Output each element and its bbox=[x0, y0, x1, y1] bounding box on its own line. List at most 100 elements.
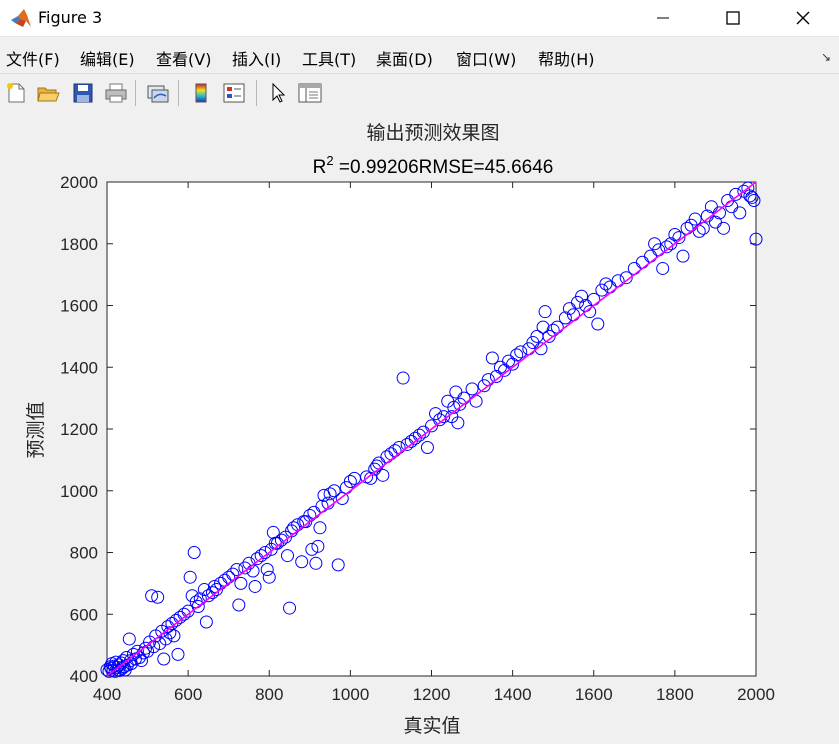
y-tick-label: 400 bbox=[70, 667, 98, 686]
data-point bbox=[672, 231, 686, 245]
data-point bbox=[729, 187, 743, 201]
y-tick-label: 1400 bbox=[60, 358, 98, 377]
pointer-arrow-icon bbox=[272, 82, 286, 103]
data-point bbox=[165, 617, 179, 631]
data-point bbox=[498, 363, 512, 377]
data-point bbox=[183, 570, 197, 584]
data-point bbox=[717, 221, 731, 235]
data-point bbox=[134, 654, 148, 668]
data-point bbox=[295, 555, 309, 569]
data-point bbox=[400, 437, 414, 451]
data-point bbox=[327, 484, 341, 498]
data-point bbox=[230, 562, 244, 576]
data-point bbox=[250, 552, 264, 566]
menu-insert[interactable]: 插入(I) bbox=[232, 50, 282, 69]
printer-icon bbox=[105, 83, 127, 103]
data-point bbox=[254, 549, 268, 563]
window-titlebar: Figure 3 bbox=[0, 0, 839, 37]
data-point bbox=[485, 351, 499, 365]
data-point bbox=[668, 227, 682, 241]
x-axis-label: 真实值 bbox=[403, 715, 460, 737]
property-inspector-button[interactable] bbox=[297, 80, 323, 106]
data-point bbox=[412, 428, 426, 442]
folder-open-icon bbox=[37, 87, 60, 102]
data-point bbox=[157, 652, 171, 666]
y-tick-label: 1800 bbox=[60, 235, 98, 254]
data-point bbox=[161, 620, 175, 634]
data-point bbox=[260, 562, 274, 576]
menu-bar: 文件(F) 编辑(E) 查看(V) 插入(I) 工具(T) 桌面(D) 窗口(W… bbox=[0, 38, 839, 72]
data-point bbox=[376, 468, 390, 482]
menu-tools[interactable]: 工具(T) bbox=[302, 50, 357, 69]
minimize-icon bbox=[657, 17, 669, 19]
edit-plot-button[interactable] bbox=[265, 80, 291, 106]
data-point bbox=[591, 317, 605, 331]
data-point bbox=[506, 357, 520, 371]
data-point bbox=[408, 431, 422, 445]
data-point bbox=[173, 610, 187, 624]
x-tick-label: 1200 bbox=[413, 685, 451, 704]
data-point bbox=[283, 601, 297, 615]
scatter-chart: 输出预测效果图 R2 =0.99206RMSE=45.6646 400 600 80… bbox=[25, 122, 775, 737]
data-point bbox=[270, 536, 284, 550]
data-point bbox=[493, 360, 507, 374]
maximize-button[interactable] bbox=[710, 0, 756, 36]
menu-desktop[interactable]: 桌面(D) bbox=[376, 50, 433, 69]
menu-edit[interactable]: 编辑(E) bbox=[80, 50, 135, 69]
data-point bbox=[205, 586, 219, 600]
y-tick-label: 1200 bbox=[60, 420, 98, 439]
print-button[interactable] bbox=[103, 80, 129, 106]
data-point bbox=[514, 345, 528, 359]
data-point bbox=[187, 546, 201, 559]
menu-view[interactable]: 查看(V) bbox=[156, 50, 212, 69]
subtitle-r2-base: R bbox=[313, 157, 327, 178]
menu-help[interactable]: 帮助(H) bbox=[538, 50, 595, 69]
subtitle-metrics: =0.99206RMSE=45.6646 bbox=[334, 157, 554, 178]
data-point bbox=[749, 232, 763, 246]
data-point bbox=[313, 521, 327, 535]
subtitle-r2-exponent: 2 bbox=[326, 153, 333, 168]
minimize-button[interactable] bbox=[640, 0, 686, 36]
data-point bbox=[688, 212, 702, 226]
data-point bbox=[449, 385, 463, 399]
menu-file[interactable]: 文件(F) bbox=[6, 50, 60, 69]
data-point bbox=[201, 589, 215, 603]
figure-canvas: 输出预测效果图 R2 =0.99206RMSE=45.6646 400 600 80… bbox=[0, 112, 839, 744]
menu-dock-arrow-icon[interactable]: ↘ bbox=[820, 50, 831, 64]
data-point bbox=[536, 320, 550, 334]
y-axis-label: 预测值 bbox=[25, 401, 47, 458]
close-button[interactable] bbox=[780, 0, 826, 36]
data-point bbox=[232, 598, 246, 612]
data-point bbox=[151, 590, 165, 604]
data-point bbox=[311, 539, 325, 553]
data-point bbox=[238, 561, 252, 575]
y-tick-label: 2000 bbox=[60, 173, 98, 192]
data-point bbox=[747, 194, 761, 208]
y-tick-label: 800 bbox=[70, 544, 98, 563]
new-figure-button[interactable] bbox=[3, 80, 29, 106]
data-point bbox=[305, 542, 319, 556]
data-point bbox=[331, 558, 345, 572]
save-icon bbox=[73, 83, 93, 103]
x-tick-label: 1600 bbox=[575, 685, 613, 704]
insert-legend-button[interactable] bbox=[221, 80, 247, 106]
data-point bbox=[177, 607, 191, 621]
menu-window[interactable]: 窗口(W) bbox=[456, 50, 517, 69]
data-point bbox=[396, 371, 410, 385]
window-title: Figure 3 bbox=[38, 8, 103, 27]
save-button[interactable] bbox=[70, 80, 96, 106]
data-point bbox=[343, 474, 357, 488]
data-point bbox=[258, 546, 272, 559]
data-point bbox=[433, 413, 447, 427]
toolbar-separator bbox=[256, 80, 257, 106]
insert-colorbar-button[interactable] bbox=[188, 80, 214, 106]
open-file-button[interactable] bbox=[35, 80, 61, 106]
data-point bbox=[741, 181, 755, 195]
data-point bbox=[676, 249, 690, 263]
data-point bbox=[191, 600, 205, 614]
link-plot-button[interactable] bbox=[145, 80, 171, 106]
data-point bbox=[171, 647, 185, 661]
data-point bbox=[145, 589, 159, 603]
data-point bbox=[558, 311, 572, 325]
data-point bbox=[437, 410, 451, 424]
